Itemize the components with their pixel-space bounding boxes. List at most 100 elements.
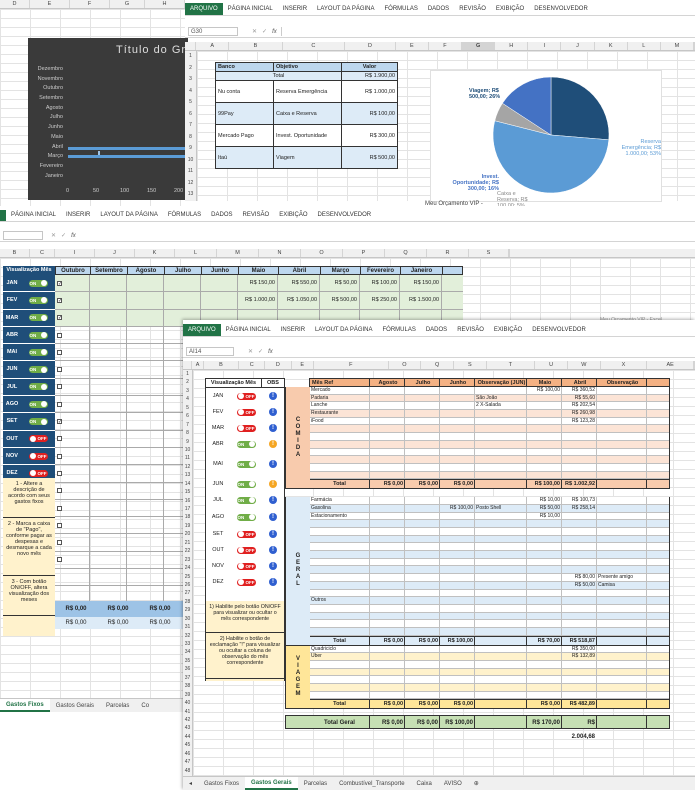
month-cell[interactable] xyxy=(90,430,127,447)
table-cell[interactable] xyxy=(370,597,405,604)
table-cell[interactable] xyxy=(597,558,647,566)
table-cell[interactable] xyxy=(527,668,562,676)
w1-row-hdr[interactable]: 7 xyxy=(189,122,192,128)
w3-sheet-tab-1[interactable]: Gastos Gerais xyxy=(245,777,298,790)
table-cell[interactable] xyxy=(370,627,405,635)
w3-row-hdr[interactable]: 22 xyxy=(184,548,191,555)
table-cell[interactable] xyxy=(370,456,405,463)
table-cell[interactable]: Gasolina xyxy=(310,504,370,512)
w3-row-hdr[interactable]: 24 xyxy=(184,565,191,572)
w3-row-hdr[interactable]: 20 xyxy=(184,531,191,538)
table-cell[interactable] xyxy=(527,612,562,620)
table-cell[interactable] xyxy=(405,627,440,635)
w3-col-A[interactable]: A xyxy=(192,361,204,369)
month-cell[interactable] xyxy=(90,465,127,482)
table-cell[interactable] xyxy=(440,620,475,627)
w3-sheet-tab-5[interactable]: AVISO xyxy=(443,780,462,787)
table-cell[interactable] xyxy=(527,581,562,589)
month-cell[interactable] xyxy=(90,344,127,361)
month-cell[interactable]: R$ 150,00 xyxy=(238,275,278,292)
table-cell[interactable] xyxy=(405,597,440,604)
table-cell[interactable] xyxy=(440,668,475,676)
month-cell[interactable] xyxy=(90,361,127,378)
w3-namebox[interactable]: AI14 xyxy=(186,347,234,356)
table-cell[interactable] xyxy=(370,433,405,440)
w3-tab-6[interactable]: REVISÃO xyxy=(457,327,484,333)
paid-checkbox[interactable] xyxy=(57,470,62,476)
w2-sheet-tab-3[interactable]: Co xyxy=(141,702,150,709)
table-cell[interactable] xyxy=(440,612,475,620)
table-cell[interactable] xyxy=(597,448,647,456)
table-cell[interactable] xyxy=(562,676,597,684)
w3-row-hdr[interactable]: 32 xyxy=(184,632,191,639)
table-cell[interactable] xyxy=(310,440,370,448)
month-cell[interactable]: R$ 1.050,00 xyxy=(278,292,320,309)
paid-checkbox[interactable] xyxy=(57,401,62,407)
table-cell[interactable] xyxy=(370,612,405,620)
table-cell[interactable] xyxy=(370,581,405,589)
table-cell[interactable] xyxy=(562,589,597,597)
table-cell[interactable] xyxy=(370,394,405,402)
exclamation-icon[interactable]: ! xyxy=(269,578,277,586)
table-cell[interactable] xyxy=(370,504,405,512)
table-cell[interactable] xyxy=(310,661,370,668)
table-cell[interactable] xyxy=(440,433,475,440)
table-cell[interactable] xyxy=(405,504,440,512)
w3-tab-1[interactable]: PÁGINA INICIAL xyxy=(225,327,271,333)
table-cell[interactable] xyxy=(597,394,647,402)
table-cell[interactable] xyxy=(475,668,527,676)
w1-row-hdr[interactable]: 10 xyxy=(187,156,194,163)
toggle-switch[interactable]: ON xyxy=(236,480,256,488)
w2-col-O[interactable]: O xyxy=(301,249,343,257)
table-cell[interactable] xyxy=(370,410,405,417)
table-cell[interactable] xyxy=(310,589,370,597)
w3-row-hdr[interactable]: 18 xyxy=(184,514,191,521)
w3-row-hdr[interactable]: 39 xyxy=(184,691,191,698)
month-cell[interactable] xyxy=(164,309,201,326)
exclamation-icon[interactable]: ! xyxy=(269,562,277,570)
w1-fx-icon[interactable]: fx xyxy=(272,28,277,35)
w3-sheet-tab-0[interactable]: Gastos Fixos xyxy=(204,780,240,787)
table-cell[interactable]: R$ 123,28 xyxy=(562,417,597,425)
table-cell[interactable] xyxy=(597,676,647,684)
table-cell[interactable] xyxy=(562,612,597,620)
w2-tab-1[interactable]: INSERIR xyxy=(66,212,91,218)
w3-row-hdr[interactable]: 33 xyxy=(184,641,191,647)
table-cell[interactable]: Restaurante xyxy=(310,410,370,417)
add-sheet-icon[interactable]: ⊕ xyxy=(473,781,479,787)
w3-row-hdr[interactable]: 44 xyxy=(184,733,191,740)
w2-tab-0[interactable]: PÁGINA INICIAL xyxy=(11,212,57,218)
table-cell[interactable] xyxy=(405,581,440,589)
w1-row-hdr[interactable]: 3 xyxy=(189,76,192,82)
cell-valor[interactable]: R$ 500,00 xyxy=(341,146,398,169)
table-cell[interactable] xyxy=(527,620,562,627)
toggle-switch[interactable]: OFF xyxy=(236,562,256,570)
w3-row-hdr[interactable]: 4 xyxy=(186,396,189,403)
table-cell[interactable] xyxy=(370,425,405,433)
w3-row-hdr[interactable]: 17 xyxy=(184,506,191,512)
w2-tab-6[interactable]: EXIBIÇÃO xyxy=(279,212,308,218)
w2-col-K[interactable]: K xyxy=(135,249,175,257)
table-cell[interactable] xyxy=(475,589,527,597)
w1-row-hdr[interactable]: 8 xyxy=(189,133,192,140)
table-cell[interactable] xyxy=(562,604,597,612)
w3-row-hdr[interactable]: 21 xyxy=(184,539,191,546)
month-cell[interactable] xyxy=(127,447,164,465)
w3-row-hdr[interactable]: 28 xyxy=(184,598,191,605)
paid-checkbox[interactable] xyxy=(57,436,62,442)
toggle-switch[interactable]: ON xyxy=(28,383,48,391)
table-cell[interactable] xyxy=(527,574,562,581)
table-cell[interactable] xyxy=(370,497,405,504)
table-cell[interactable] xyxy=(597,691,647,699)
table-cell[interactable] xyxy=(370,402,405,410)
w2-sheet-tab-1[interactable]: Gastos Gerais xyxy=(55,702,95,709)
table-cell[interactable] xyxy=(405,574,440,581)
table-cell[interactable] xyxy=(475,612,527,620)
w2-excel-icon[interactable] xyxy=(0,209,6,221)
w2-col-S[interactable]: S xyxy=(469,249,509,257)
w1-row-hdr[interactable]: 5 xyxy=(189,99,192,105)
w3-row-hdr[interactable]: 42 xyxy=(184,716,191,723)
w1-row-hdr[interactable]: 4 xyxy=(189,87,192,94)
w3-col-D[interactable]: D xyxy=(265,361,292,369)
table-cell[interactable]: Mercado xyxy=(310,387,370,394)
